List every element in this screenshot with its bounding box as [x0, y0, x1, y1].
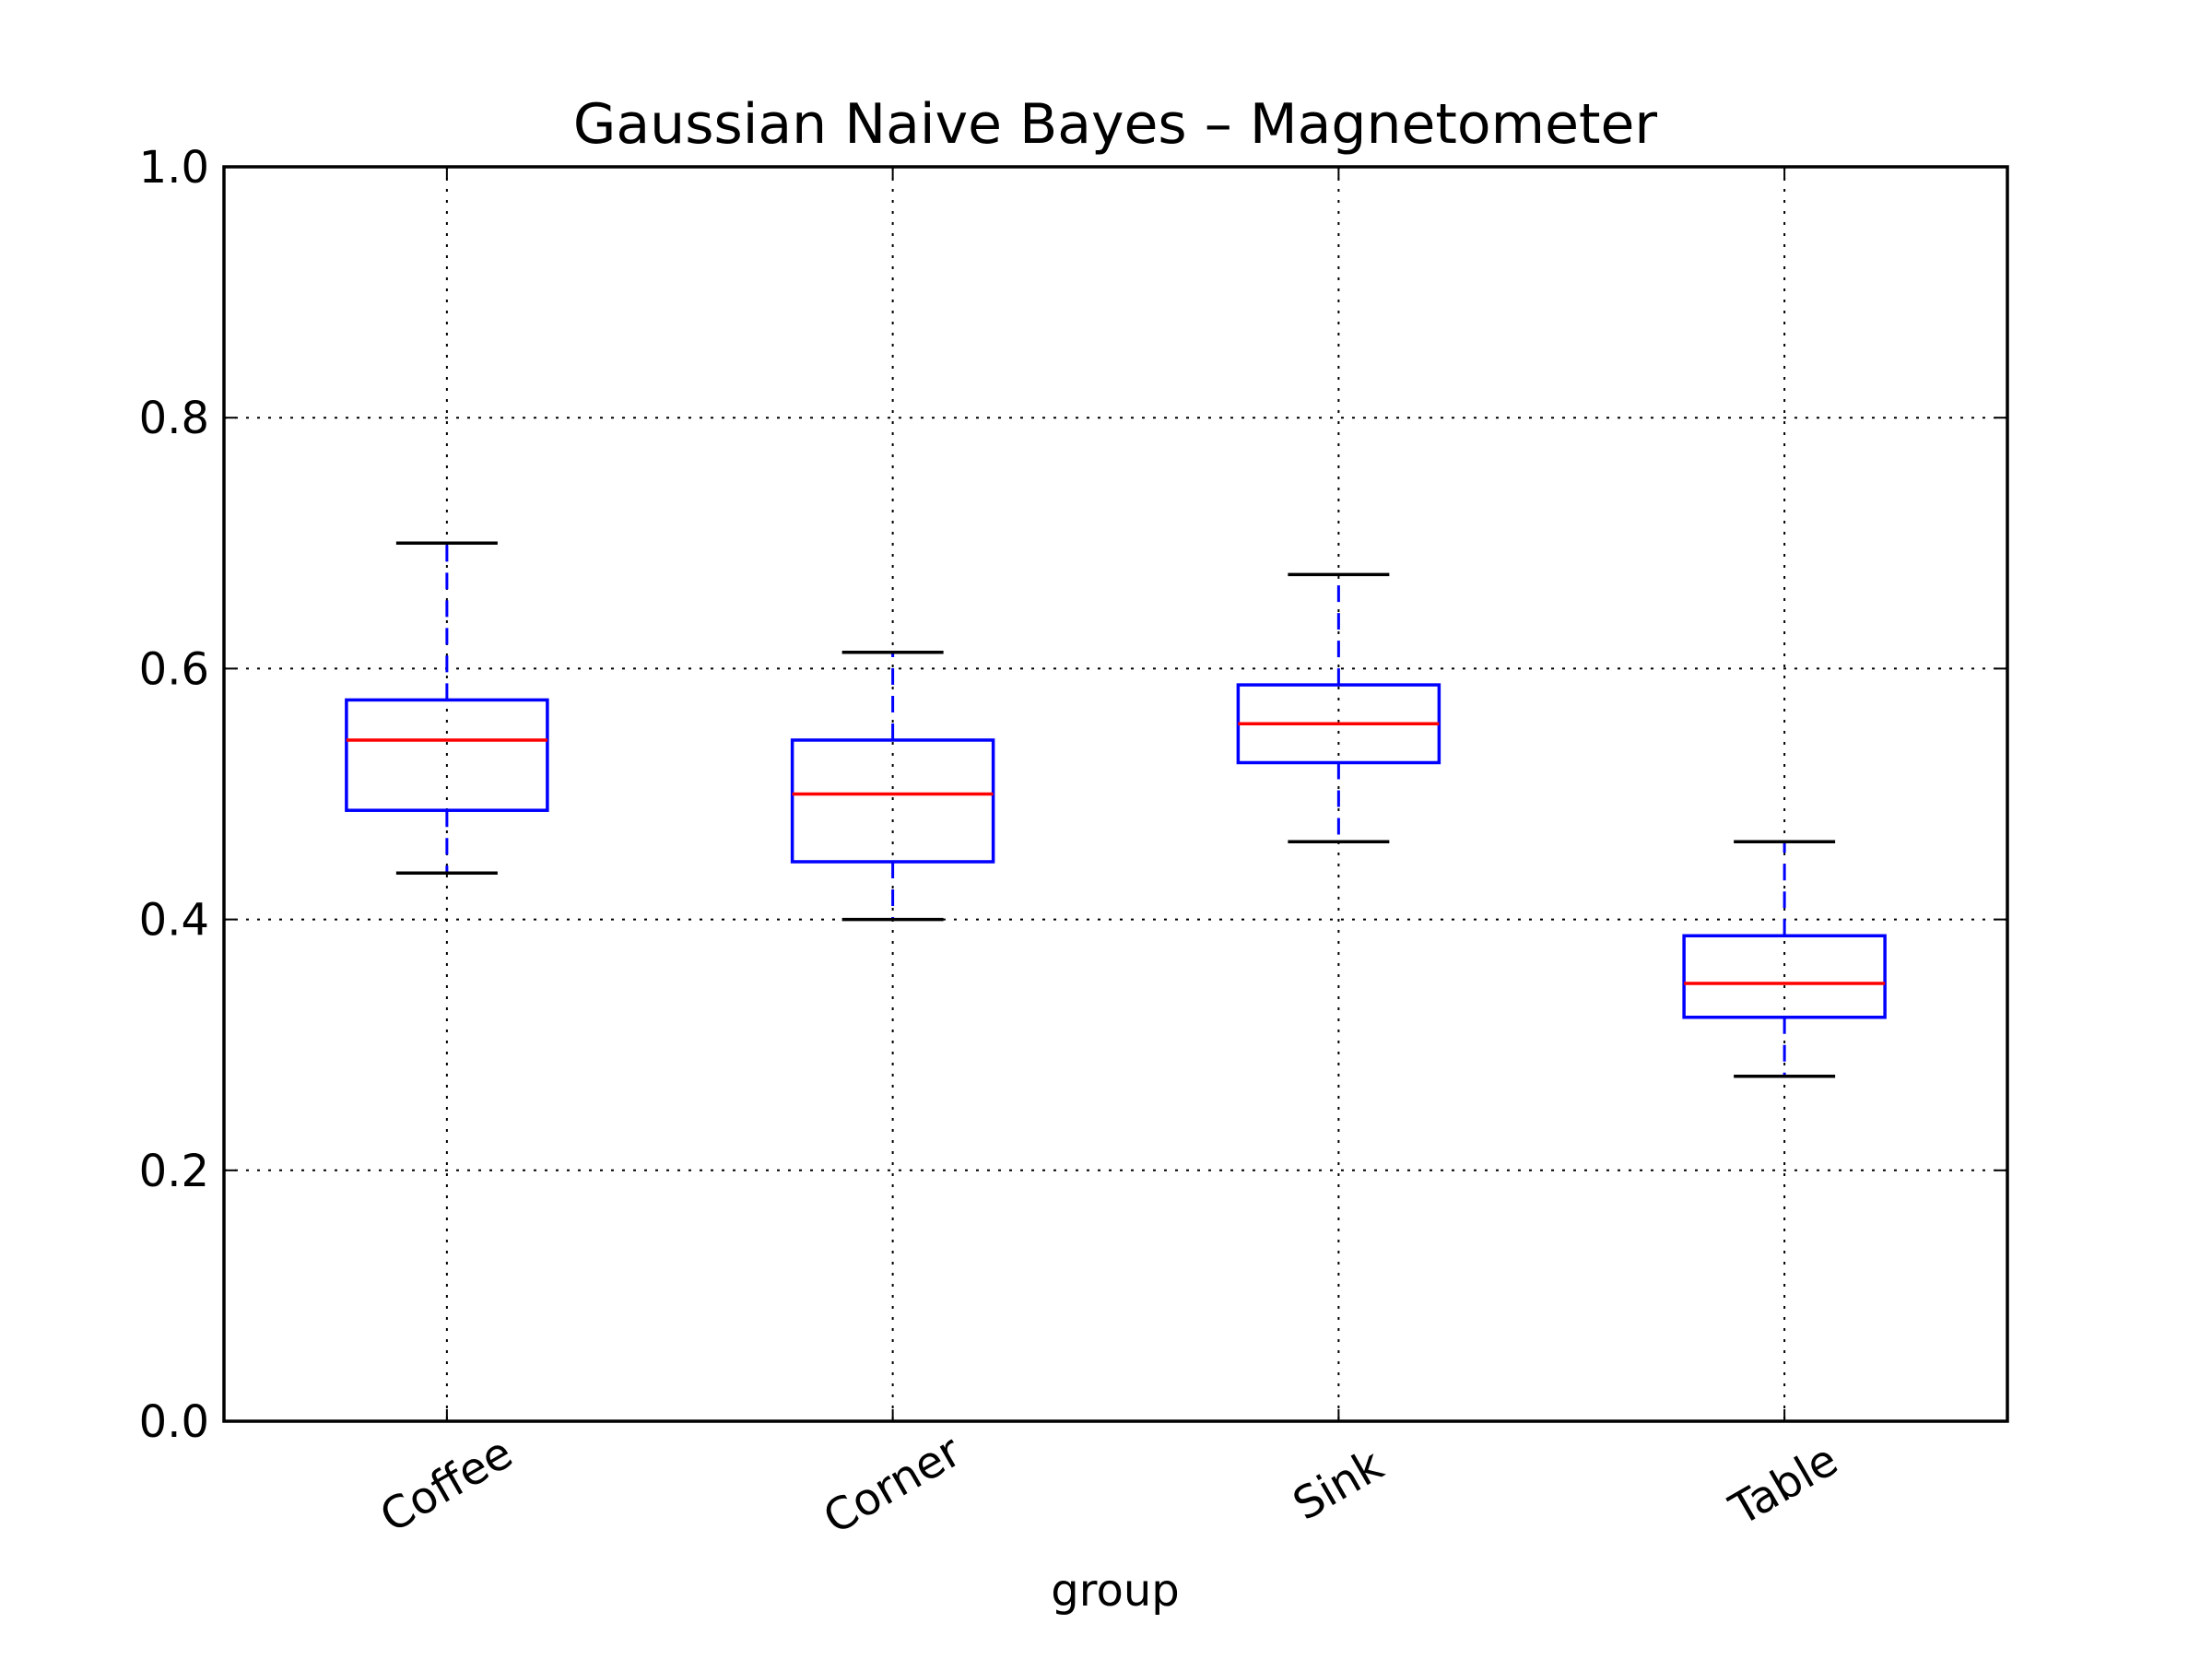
y-tick-label: 0.8 [139, 393, 209, 444]
y-tick-label: 0.4 [139, 895, 209, 947]
y-tick-label: 0.0 [139, 1396, 209, 1448]
box-iqr [345, 698, 549, 812]
y-tick-label: 0.6 [139, 643, 209, 695]
plot-area-frame [222, 165, 2009, 1423]
chart-title: Gaussian Naive Bayes – Magnetometer [573, 92, 1658, 157]
box-iqr [790, 738, 995, 864]
y-tick-label: 0.2 [139, 1146, 209, 1197]
boxes-layer [345, 541, 1887, 1078]
y-tick-label: 1.0 [139, 142, 209, 194]
x-axis-label: group [1051, 1565, 1179, 1617]
box-iqr [1682, 934, 1887, 1019]
